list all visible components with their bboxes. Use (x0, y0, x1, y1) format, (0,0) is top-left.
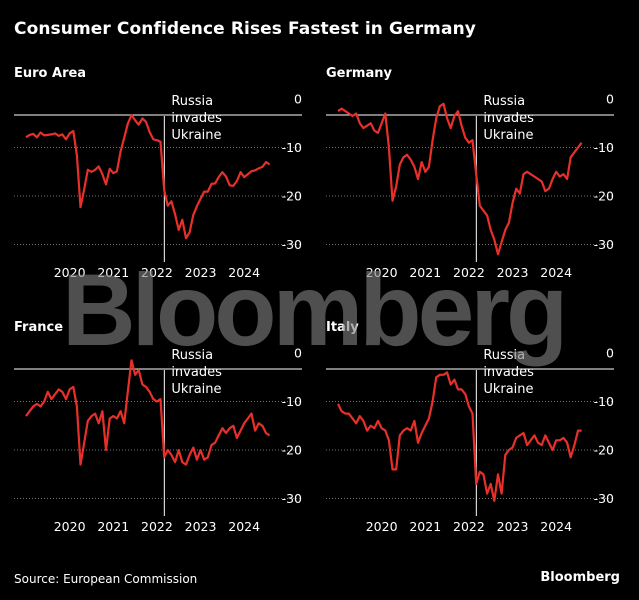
x-tick-label: 2024 (228, 265, 260, 280)
y-tick-label: -30 (282, 491, 302, 506)
y-tick-label: 0 (606, 346, 614, 361)
event-annotation-text: Ukraine (171, 382, 221, 397)
panel-germany: Germany 0 -10 -20 -30 2020 2021 2022 2023 2024 Rus… (326, 66, 614, 280)
x-tick-label: 2020 (54, 265, 86, 280)
page-title: Consumer Confidence Rises Fastest in Ger… (14, 19, 476, 39)
x-tick-label: 2024 (228, 519, 260, 534)
y-tick-label: 0 (294, 92, 302, 107)
event-annotation-text: invades (171, 111, 222, 126)
panel-euro-area: Euro Area 0 -10 -20 -30 2020 2021 2022 2023 2024 R… (14, 66, 302, 280)
panel-italy: Italy 0 -10 -20 -30 2020 2021 2022 2023 2024 Russi… (326, 320, 614, 534)
x-tick-label: 2022 (141, 519, 173, 534)
panel-france: France 0 -10 -20 -30 2020 2021 2022 2023 2024 Russ… (14, 320, 302, 534)
event-annotation-text: invades (483, 365, 534, 380)
y-tick-label: -20 (594, 443, 614, 458)
event-annotation-text: invades (483, 111, 534, 126)
y-tick-label: -30 (594, 237, 614, 252)
event-annotation-text: Russia (171, 348, 213, 363)
y-tick-label: -20 (594, 189, 614, 204)
x-tick-label: 2024 (540, 519, 572, 534)
y-tick-label: -20 (282, 189, 302, 204)
y-tick-label: -10 (282, 140, 302, 155)
x-tick-label: 2021 (97, 265, 129, 280)
series-line-euro-area (25, 113, 271, 240)
x-tick-label: 2022 (141, 265, 173, 280)
event-annotation-text: Ukraine (171, 128, 221, 143)
y-tick-label: 0 (294, 346, 302, 361)
x-tick-label: 2020 (366, 519, 398, 534)
panel-title: France (14, 320, 63, 335)
x-tick-label: 2023 (497, 519, 529, 534)
y-tick-label: -30 (594, 491, 614, 506)
series-line-italy (337, 371, 582, 502)
x-tick-label: 2021 (409, 265, 441, 280)
x-tick-label: 2021 (97, 519, 129, 534)
x-tick-label: 2023 (497, 265, 529, 280)
panel-title: Germany (326, 66, 392, 81)
event-annotation-text: invades (171, 365, 222, 380)
source-note: Source: European Commission (14, 572, 198, 586)
y-tick-label: -10 (594, 394, 614, 409)
x-tick-label: 2023 (185, 519, 217, 534)
series-line-germany (337, 102, 583, 256)
event-annotation-text: Russia (483, 94, 525, 109)
x-tick-label: 2020 (366, 265, 398, 280)
series-line-france (25, 359, 271, 466)
x-tick-label: 2024 (540, 265, 572, 280)
y-tick-label: -30 (282, 237, 302, 252)
panel-title: Euro Area (14, 66, 86, 81)
panel-title: Italy (326, 320, 359, 335)
event-annotation-text: Russia (483, 348, 525, 363)
event-annotation-text: Ukraine (483, 382, 533, 397)
event-annotation-text: Russia (171, 94, 213, 109)
x-tick-label: 2022 (453, 265, 485, 280)
event-annotation-text: Ukraine (483, 128, 533, 143)
x-tick-label: 2020 (54, 519, 86, 534)
x-tick-label: 2021 (409, 519, 441, 534)
y-tick-label: -10 (594, 140, 614, 155)
x-tick-label: 2023 (185, 265, 217, 280)
y-tick-label: -10 (282, 394, 302, 409)
y-tick-label: 0 (606, 92, 614, 107)
x-tick-label: 2022 (453, 519, 485, 534)
y-tick-label: -20 (282, 443, 302, 458)
bloomberg-logo: Bloomberg (540, 570, 620, 585)
